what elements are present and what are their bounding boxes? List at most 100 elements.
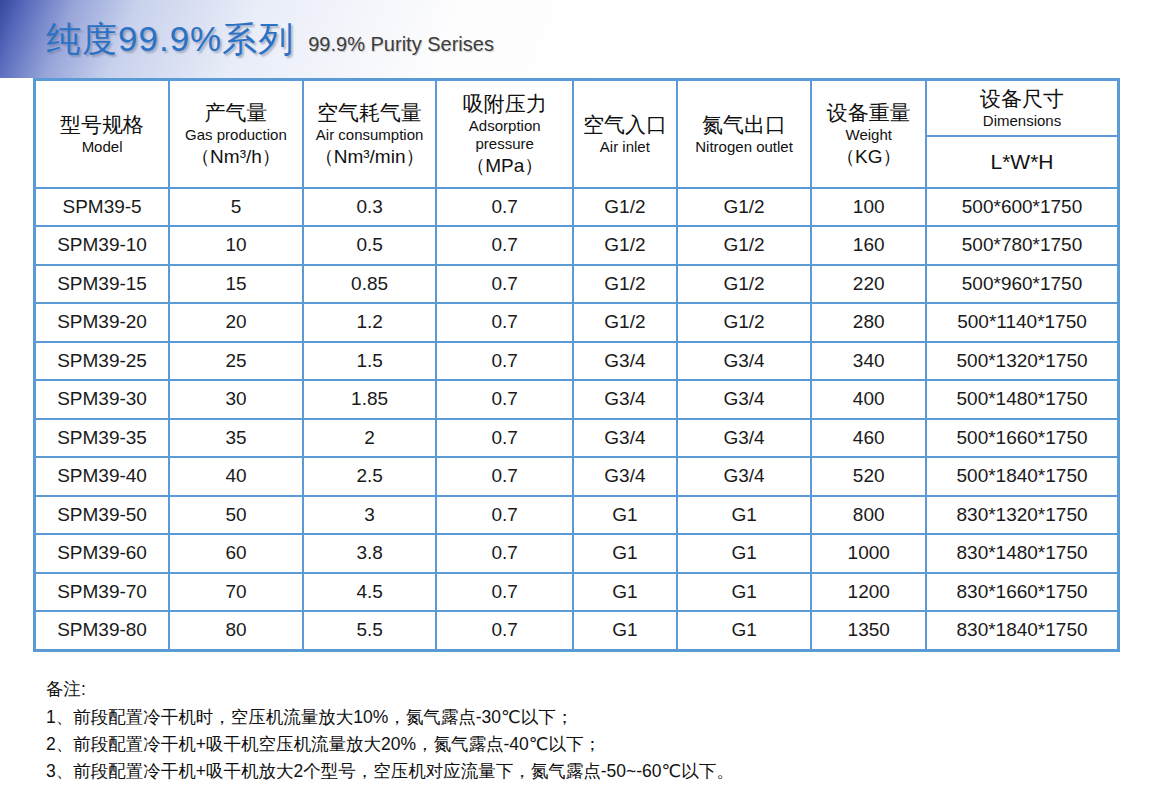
spec-table: 型号规格 Model 产气量 Gas production （Nm³/h） 空气… <box>33 78 1120 652</box>
col-header-air-consumption-en: Air consumption <box>304 126 436 144</box>
notes-heading: 备注: <box>46 676 1152 703</box>
table-row: SPM39-550.30.7G1/2G1/2100500*600*1750 <box>35 188 1119 227</box>
cell-air-consumption: 2.5 <box>303 457 437 496</box>
col-header-adsorption-pressure-unit: （MPa） <box>437 153 572 178</box>
col-header-dimensions: 设备尺寸 Dimensions <box>926 80 1118 136</box>
col-header-weight-en: Weight <box>812 126 925 144</box>
cell-adsorption-pressure: 0.7 <box>436 226 573 265</box>
col-header-weight-unit: （KG） <box>812 144 925 169</box>
cell-air-inlet: G1 <box>573 534 677 573</box>
cell-model: SPM39-60 <box>35 534 170 573</box>
cell-gas-production: 25 <box>169 342 303 381</box>
cell-dimensions: 830*1480*1750 <box>926 534 1118 573</box>
cell-adsorption-pressure: 0.7 <box>436 303 573 342</box>
cell-gas-production: 35 <box>169 419 303 458</box>
cell-model: SPM39-70 <box>35 573 170 612</box>
cell-gas-production: 50 <box>169 496 303 535</box>
col-header-nitrogen-outlet-en: Nitrogen outlet <box>678 138 811 156</box>
table-row: SPM39-20201.20.7G1/2G1/2280500*1140*1750 <box>35 303 1119 342</box>
cell-air-consumption: 1.5 <box>303 342 437 381</box>
cell-model: SPM39-25 <box>35 342 170 381</box>
cell-dimensions: 830*1660*1750 <box>926 573 1118 612</box>
cell-weight: 220 <box>811 265 926 304</box>
page-title-group: 纯度99.9%系列 99.9% Purity Serises <box>46 16 494 63</box>
cell-dimensions: 500*1140*1750 <box>926 303 1118 342</box>
cell-nitrogen-outlet: G3/4 <box>677 457 812 496</box>
cell-model: SPM39-35 <box>35 419 170 458</box>
page-title: 纯度99.9%系列 <box>46 16 294 63</box>
table-row: SPM39-10100.50.7G1/2G1/2160500*780*1750 <box>35 226 1119 265</box>
cell-adsorption-pressure: 0.7 <box>436 188 573 227</box>
table-row: SPM39-25251.50.7G3/4G3/4340500*1320*1750 <box>35 342 1119 381</box>
col-header-model: 型号规格 Model <box>35 80 170 188</box>
col-header-adsorption-pressure-en: Adsorption pressure <box>455 117 555 153</box>
col-header-gas-production: 产气量 Gas production （Nm³/h） <box>169 80 303 188</box>
col-header-air-consumption: 空气耗气量 Air consumption （Nm³/min） <box>303 80 437 188</box>
cell-adsorption-pressure: 0.7 <box>436 496 573 535</box>
cell-weight: 400 <box>811 380 926 419</box>
cell-model: SPM39-80 <box>35 611 170 650</box>
col-header-model-en: Model <box>36 138 168 156</box>
table-row: SPM39-30301.850.7G3/4G3/4400500*1480*175… <box>35 380 1119 419</box>
cell-adsorption-pressure: 0.7 <box>436 380 573 419</box>
table-header: 型号规格 Model 产气量 Gas production （Nm³/h） 空气… <box>35 80 1119 188</box>
col-header-dimensions-cn: 设备尺寸 <box>927 85 1117 112</box>
col-header-gas-production-unit: （Nm³/h） <box>170 144 302 169</box>
col-header-air-inlet: 空气入口 Air inlet <box>573 80 677 188</box>
col-header-nitrogen-outlet: 氮气出口 Nitrogen outlet <box>677 80 812 188</box>
cell-model: SPM39-20 <box>35 303 170 342</box>
cell-gas-production: 40 <box>169 457 303 496</box>
cell-adsorption-pressure: 0.7 <box>436 457 573 496</box>
cell-gas-production: 80 <box>169 611 303 650</box>
cell-nitrogen-outlet: G1/2 <box>677 303 812 342</box>
cell-air-consumption: 3.8 <box>303 534 437 573</box>
cell-air-consumption: 3 <box>303 496 437 535</box>
cell-model: SPM39-30 <box>35 380 170 419</box>
col-header-weight: 设备重量 Weight （KG） <box>811 80 926 188</box>
cell-gas-production: 10 <box>169 226 303 265</box>
cell-nitrogen-outlet: G3/4 <box>677 419 812 458</box>
cell-gas-production: 20 <box>169 303 303 342</box>
cell-dimensions: 500*600*1750 <box>926 188 1118 227</box>
cell-nitrogen-outlet: G1 <box>677 534 812 573</box>
cell-adsorption-pressure: 0.7 <box>436 342 573 381</box>
page-subtitle: 99.9% Purity Serises <box>308 33 494 56</box>
cell-adsorption-pressure: 0.7 <box>436 534 573 573</box>
cell-adsorption-pressure: 0.7 <box>436 419 573 458</box>
cell-dimensions: 500*960*1750 <box>926 265 1118 304</box>
col-header-dimensions-en: Dimensions <box>927 112 1117 130</box>
cell-dimensions: 500*1660*1750 <box>926 419 1118 458</box>
cell-nitrogen-outlet: G3/4 <box>677 380 812 419</box>
cell-nitrogen-outlet: G1/2 <box>677 188 812 227</box>
note-line: 2、前段配置冷干机+吸干机空压机流量放大20%，氮气露点-40℃以下； <box>46 731 1152 758</box>
cell-air-inlet: G3/4 <box>573 419 677 458</box>
cell-gas-production: 70 <box>169 573 303 612</box>
cell-model: SPM39-15 <box>35 265 170 304</box>
cell-gas-production: 30 <box>169 380 303 419</box>
cell-air-consumption: 1.2 <box>303 303 437 342</box>
col-header-adsorption-pressure: 吸附压力 Adsorption pressure （MPa） <box>436 80 573 188</box>
cell-model: SPM39-5 <box>35 188 170 227</box>
cell-adsorption-pressure: 0.7 <box>436 573 573 612</box>
cell-weight: 520 <box>811 457 926 496</box>
cell-weight: 280 <box>811 303 926 342</box>
cell-model: SPM39-40 <box>35 457 170 496</box>
cell-nitrogen-outlet: G1/2 <box>677 226 812 265</box>
cell-air-consumption: 2 <box>303 419 437 458</box>
table-body: SPM39-550.30.7G1/2G1/2100500*600*1750SPM… <box>35 188 1119 651</box>
cell-gas-production: 15 <box>169 265 303 304</box>
cell-adsorption-pressure: 0.7 <box>436 265 573 304</box>
cell-air-consumption: 0.5 <box>303 226 437 265</box>
table-row: SPM39-505030.7G1G1800830*1320*1750 <box>35 496 1119 535</box>
col-header-gas-production-cn: 产气量 <box>170 99 302 126</box>
cell-air-inlet: G1/2 <box>573 188 677 227</box>
table-row: SPM39-70704.50.7G1G11200830*1660*1750 <box>35 573 1119 612</box>
cell-air-consumption: 1.85 <box>303 380 437 419</box>
cell-air-consumption: 4.5 <box>303 573 437 612</box>
cell-air-consumption: 5.5 <box>303 611 437 650</box>
cell-model: SPM39-10 <box>35 226 170 265</box>
cell-dimensions: 500*1840*1750 <box>926 457 1118 496</box>
note-line: 3、前段配置冷干机+吸干机放大2个型号，空压机对应流量下，氮气露点-50~-60… <box>46 758 1152 785</box>
col-header-lwh: L*W*H <box>926 136 1118 188</box>
cell-adsorption-pressure: 0.7 <box>436 611 573 650</box>
